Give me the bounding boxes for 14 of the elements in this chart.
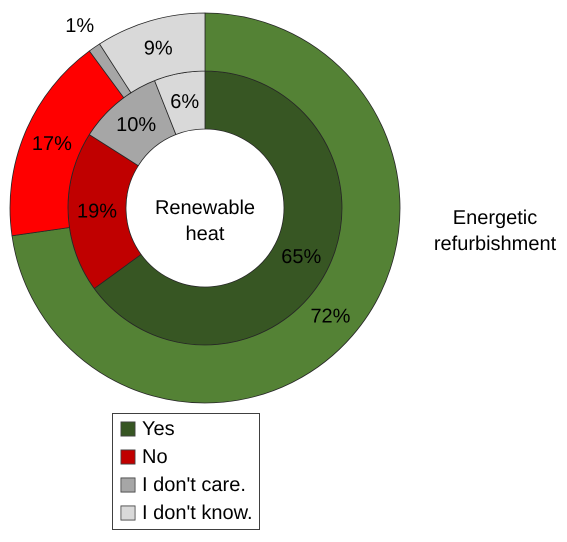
data-label: 10% bbox=[116, 114, 156, 136]
slice-label: Renewable heat bbox=[154, 197, 256, 245]
data-label: 17% bbox=[32, 132, 72, 155]
data-label: 1% bbox=[65, 14, 94, 37]
legend-label: No bbox=[142, 446, 168, 468]
legend-label: I don't know. bbox=[142, 502, 253, 524]
data-label: 9% bbox=[144, 38, 173, 60]
legend-label: I don't care. bbox=[142, 474, 246, 496]
data-label: 65% bbox=[281, 246, 322, 268]
slice-label: Energetic refurbishment bbox=[434, 207, 557, 255]
data-label: 19% bbox=[77, 200, 118, 222]
legend-label: Yes bbox=[142, 418, 175, 440]
data-label: 72% bbox=[310, 306, 351, 328]
data-label: 6% bbox=[170, 90, 200, 113]
